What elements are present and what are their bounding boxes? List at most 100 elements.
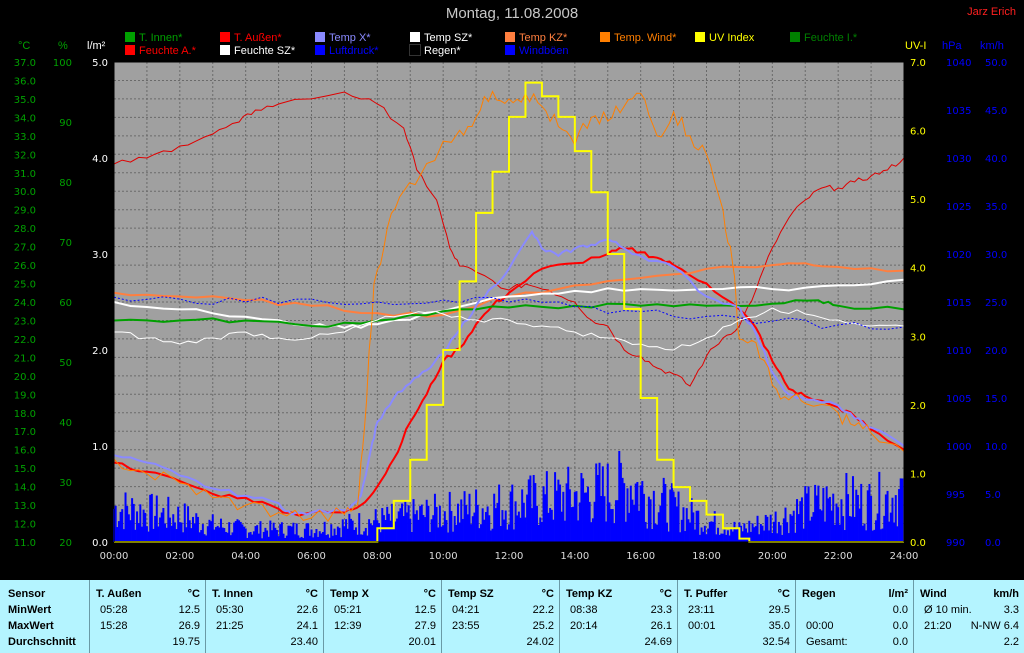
uv-tick-label: 2.0 [910, 401, 926, 412]
stats-time: Gesamt: [806, 636, 848, 648]
stats-value: 23.40 [290, 636, 318, 648]
stats-value: 32.54 [762, 636, 790, 648]
stats-section-unit: °C [541, 588, 554, 600]
stats-section-unit: °C [305, 588, 318, 600]
stats-section: T. Innen °C 05:30 22.6 21:25 24.1 23.40 [205, 580, 324, 653]
stats-time: 08:38 [570, 604, 598, 616]
stats-section: Wind km/h Ø 10 min. 3.3 21:20 N-NW 6.4 2.2 [913, 580, 1024, 653]
pressure-tick-label: 990 [946, 538, 965, 549]
legend-item: Temp. Wind* [600, 32, 676, 45]
legend-item: Regen* [409, 44, 461, 58]
stats-value: 26.9 [178, 620, 200, 632]
statistics-table: Sensor MinWert MaxWert Durchschnitt T. A… [0, 580, 1024, 653]
wind-tick-label: 35.0 [985, 202, 1007, 213]
x-tick-label: 10:00 [429, 551, 458, 562]
stats-section-title: T. Puffer [684, 588, 728, 600]
stats-section-unit: °C [187, 588, 200, 600]
uv-tick-label: 0.0 [910, 538, 926, 549]
x-tick-label: 16:00 [626, 551, 655, 562]
temp-tick-label: 36.0 [14, 76, 36, 87]
stats-value: 0.0 [892, 620, 908, 632]
legend-swatch [315, 45, 325, 55]
series-line [113, 278, 905, 329]
x-tick-label: 22:00 [824, 551, 853, 562]
humidity-tick-label: 90 [59, 118, 72, 129]
stats-value: 24.02 [526, 636, 554, 648]
stats-time: 12:39 [334, 620, 362, 632]
legend-swatch [125, 45, 135, 55]
pressure-tick-label: 1000 [946, 442, 971, 453]
legend-label: Temp. Wind* [614, 32, 677, 44]
humidity-tick-label: 100 [53, 58, 72, 69]
legend-swatch [505, 32, 515, 42]
x-tick-label: 02:00 [165, 551, 194, 562]
x-tick-label: 20:00 [758, 551, 787, 562]
stats-time: 05:30 [216, 604, 244, 616]
legend-swatch [409, 44, 421, 56]
stats-section-title: Regen [802, 588, 836, 600]
stats-section-title: Temp X [330, 588, 369, 600]
wind-tick-label: 5.0 [985, 490, 1001, 501]
rain-tick-label: 4.0 [92, 154, 108, 165]
stats-section: Temp KZ °C 08:38 23.3 20:14 26.1 24.69 [559, 580, 678, 653]
temp-tick-label: 15.0 [14, 464, 36, 475]
series-line [113, 91, 905, 387]
x-tick-label: 18:00 [692, 551, 721, 562]
legend-swatch [790, 32, 800, 42]
stats-value: 26.1 [650, 620, 672, 632]
stats-value: 22.6 [296, 604, 318, 616]
legend-swatch [505, 45, 515, 55]
stats-time: Ø 10 min. [924, 604, 972, 616]
stats-value: 24.1 [296, 620, 318, 632]
temp-tick-label: 16.0 [14, 446, 36, 457]
stats-time: 21:25 [216, 620, 244, 632]
legend-label: Regen* [424, 45, 461, 57]
stats-time: 05:28 [100, 604, 128, 616]
pressure-tick-label: 1025 [946, 202, 971, 213]
stats-section-title: Wind [920, 588, 947, 600]
legend-swatch [220, 32, 230, 42]
stats-time: 23:55 [452, 620, 480, 632]
temp-tick-label: 17.0 [14, 427, 36, 438]
wind-tick-label: 30.0 [985, 250, 1007, 261]
legend-label: UV Index [709, 32, 755, 44]
wind-axis-unit: km/h [980, 40, 1004, 52]
stats-value: 0.0 [892, 604, 908, 616]
stats-section: T. Puffer °C 23:11 29.5 00:01 35.0 32.54 [677, 580, 796, 653]
wind-tick-label: 40.0 [985, 154, 1007, 165]
legend-label: Temp KZ* [519, 32, 568, 44]
legend-item: Feuchte A.* [125, 45, 196, 58]
pressure-tick-label: 1005 [946, 394, 971, 405]
author-label: Jarz Erich [967, 6, 1016, 18]
legend-label: Feuchte I.* [804, 32, 858, 44]
pressure-tick-label: 1015 [946, 298, 971, 309]
temp-tick-label: 30.0 [14, 187, 36, 198]
stats-section: Temp X °C 05:21 12.5 12:39 27.9 20.01 [323, 580, 442, 653]
stats-section-title: Temp KZ [566, 588, 613, 600]
uv-tick-label: 3.0 [910, 332, 926, 343]
stats-value: 20.01 [408, 636, 436, 648]
temp-tick-label: 37.0 [14, 58, 36, 69]
uv-tick-label: 6.0 [910, 127, 926, 138]
stats-value: 3.3 [1003, 604, 1019, 616]
temp-tick-label: 23.0 [14, 316, 36, 327]
temp-tick-label: 35.0 [14, 95, 36, 106]
humidity-tick-label: 30 [59, 478, 72, 489]
humidity-tick-label: 50 [59, 358, 72, 369]
temp-tick-label: 28.0 [14, 224, 36, 235]
uv-axis-unit: UV-I [905, 40, 927, 52]
rain-tick-label: 0.0 [92, 538, 108, 549]
temp-tick-label: 12.0 [14, 520, 36, 531]
temp-axis-unit: °C [18, 40, 31, 52]
series-line [113, 229, 905, 516]
series-line [113, 296, 905, 330]
row-label-max: MaxWert [8, 620, 54, 632]
x-tick-label: 08:00 [363, 551, 392, 562]
temp-tick-label: 27.0 [14, 243, 36, 254]
stats-section-title: Temp SZ [448, 588, 494, 600]
weather-chart: 11.0 12.0 13.0 14.0 15.0 16.0 17.0 18.0 19.0 20.0… [14, 58, 1008, 562]
legend-swatch [220, 45, 230, 55]
stats-time: 15:28 [100, 620, 128, 632]
series-line [114, 81, 904, 543]
series-line [113, 90, 905, 523]
